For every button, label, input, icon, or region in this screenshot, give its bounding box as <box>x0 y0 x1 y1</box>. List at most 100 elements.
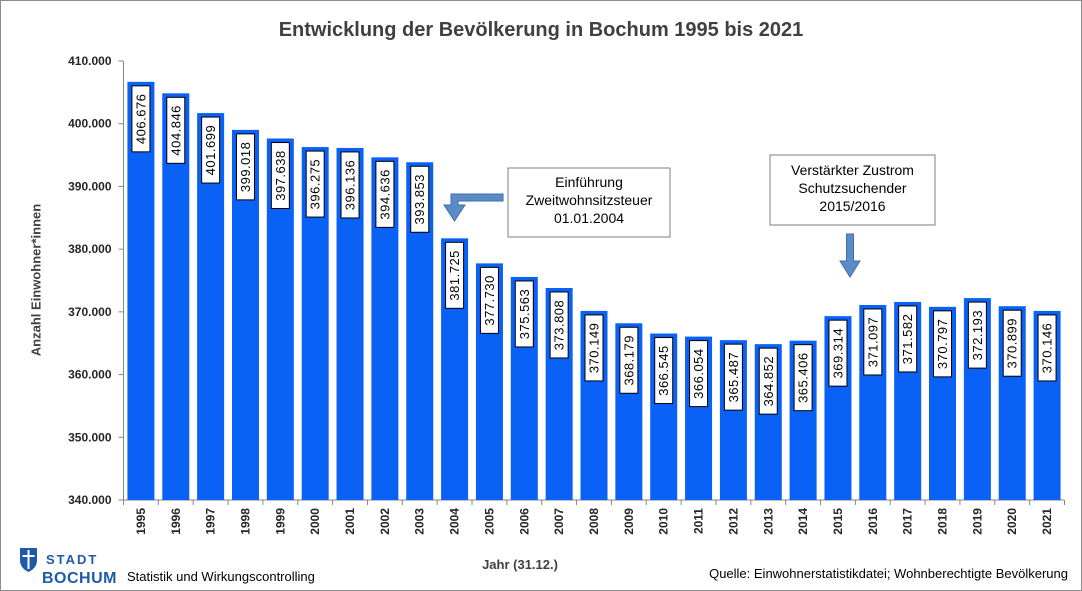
x-tick-label-2010: 2010 <box>657 508 671 535</box>
arrow-down-icon <box>839 233 861 278</box>
y-tick-label: 340.000 <box>68 493 112 507</box>
annotation-schutzsuchende: Verstärkter Zustrom Schutzsuchender 2015… <box>769 154 936 278</box>
value-label-box-1995 <box>131 85 151 153</box>
x-tick-label-1998: 1998 <box>238 508 252 535</box>
value-label-1998: 399.018 <box>238 142 253 193</box>
value-label-1997: 401.699 <box>203 125 218 176</box>
x-axis-tick-labels: 1995 1996 1997 1998 1999 2000 2001 2002 2003 2004… <box>134 508 1054 535</box>
value-label-2018: 370.797 <box>935 319 950 370</box>
x-tick-label-2019: 2019 <box>970 508 984 535</box>
value-label-box-2004 <box>445 241 465 309</box>
value-label-box-2003 <box>410 165 430 233</box>
x-tick-label-2012: 2012 <box>726 508 740 535</box>
value-label-box-2007 <box>549 291 569 359</box>
value-label-box-2017 <box>898 305 918 373</box>
value-label-2002: 394.636 <box>377 169 392 220</box>
value-label-2009: 368.179 <box>621 335 636 386</box>
value-label-box-1997 <box>201 116 221 184</box>
value-label-box-2013 <box>758 347 778 415</box>
logo-text-bochum: BOCHUM <box>42 570 117 587</box>
value-label-2019: 372.193 <box>970 310 985 361</box>
value-label-2020: 370.899 <box>1005 318 1020 369</box>
x-tick-label-1999: 1999 <box>273 508 287 535</box>
value-label-box-2010 <box>654 337 674 405</box>
x-tick-label-2009: 2009 <box>622 508 636 535</box>
value-label-box-1999 <box>270 142 290 210</box>
value-label-2003: 393.853 <box>412 174 427 225</box>
stadt-bochum-logo: STADT BOCHUM <box>20 548 117 587</box>
value-label-2001: 396.136 <box>343 160 358 211</box>
value-label-2021: 370.146 <box>1040 323 1055 374</box>
value-label-box-1998 <box>235 133 255 201</box>
value-label-2011: 366.054 <box>691 348 706 399</box>
value-label-2004: 381.725 <box>447 250 462 301</box>
x-tick-label-2021: 2021 <box>1040 508 1054 535</box>
value-label-box-2001 <box>340 151 360 219</box>
y-tick-label: 370.000 <box>68 305 112 319</box>
value-label-box-2011 <box>689 340 709 408</box>
x-tick-label-2003: 2003 <box>413 508 427 535</box>
x-tick-label-1997: 1997 <box>204 508 218 535</box>
value-label-box-2005 <box>479 266 499 334</box>
x-tick-label-2008: 2008 <box>587 508 601 535</box>
x-tick-label-2004: 2004 <box>448 508 462 535</box>
x-tick-label-2006: 2006 <box>517 508 531 535</box>
value-label-2005: 377.730 <box>482 275 497 326</box>
value-label-2007: 373.808 <box>552 300 567 351</box>
source-note: Quelle: Einwohnerstatistikdatei; Wohnber… <box>709 566 1068 581</box>
value-label-1995: 406.676 <box>133 94 148 144</box>
value-label-2012: 365.487 <box>726 352 741 403</box>
x-tick-label-2007: 2007 <box>552 508 566 535</box>
x-tick-label-2015: 2015 <box>831 508 845 535</box>
annotation-box <box>507 167 671 238</box>
annotation-line: Schutzsuchender <box>798 180 907 196</box>
chart-title: Entwicklung der Bevölkerung in Bochum 19… <box>279 19 804 41</box>
x-tick-label-2011: 2011 <box>692 508 706 534</box>
value-label-box-2018 <box>933 310 953 378</box>
value-label-box-2012 <box>723 343 743 411</box>
x-tick-label-2016: 2016 <box>866 508 880 535</box>
value-label-2013: 364.852 <box>761 356 776 407</box>
y-tick-label: 390.000 <box>68 179 112 193</box>
x-axis-title: Jahr (31.12.) <box>482 557 558 572</box>
value-label-1996: 404.846 <box>168 105 183 156</box>
x-tick-label-2017: 2017 <box>901 508 915 535</box>
y-tick-label: 410.000 <box>68 54 112 68</box>
department-name: Statistik und Wirkungscontrolling <box>127 569 315 584</box>
x-tick-label-2014: 2014 <box>796 508 810 535</box>
x-tick-label-2002: 2002 <box>378 508 392 535</box>
x-tick-label-1996: 1996 <box>169 508 183 535</box>
value-label-box-2020 <box>1002 309 1022 377</box>
axes: 340.000 350.000 360.000 370.000 380.000 390.0… <box>68 54 1065 507</box>
y-axis-title: Anzahl Einwohner*innen <box>29 204 44 356</box>
annotation-line: Verstärkter Zustrom <box>791 162 914 178</box>
value-label-2017: 371.582 <box>900 314 915 365</box>
x-tick-label-2013: 2013 <box>761 508 775 535</box>
annotation-line: 01.01.2004 <box>554 210 624 226</box>
y-tick-label: 350.000 <box>68 430 112 444</box>
annotation-line: 2015/2016 <box>819 198 885 214</box>
x-tick-label-2001: 2001 <box>343 508 357 535</box>
value-label-box-2019 <box>967 301 987 369</box>
bent-arrow-down-icon <box>443 193 504 222</box>
x-tick-label-2005: 2005 <box>482 508 496 535</box>
value-label-2014: 365.406 <box>796 352 811 403</box>
value-label-box-2016 <box>863 308 883 376</box>
value-label-box-2002 <box>375 160 395 228</box>
value-label-box-2008 <box>584 314 604 382</box>
value-label-2010: 366.545 <box>656 345 671 396</box>
x-tick-label-2018: 2018 <box>936 508 950 535</box>
value-label-box-2000 <box>305 150 325 218</box>
value-label-box-2006 <box>514 280 534 348</box>
annotation-zweitwohnsitzsteuer: Einführung Zweitwohnsitzsteuer 01.01.200… <box>443 167 671 238</box>
logo-text-stadt: STADT <box>46 552 98 567</box>
value-label-box-2021 <box>1037 314 1057 382</box>
y-tick-label: 400.000 <box>68 117 112 131</box>
x-tick-label-1995: 1995 <box>134 508 148 535</box>
annotation-line: Einführung <box>555 174 623 190</box>
x-tick-label-2020: 2020 <box>1005 508 1019 535</box>
value-label-1999: 397.638 <box>273 150 288 201</box>
value-label-box-2015 <box>828 319 848 387</box>
annotation-box <box>769 154 936 226</box>
